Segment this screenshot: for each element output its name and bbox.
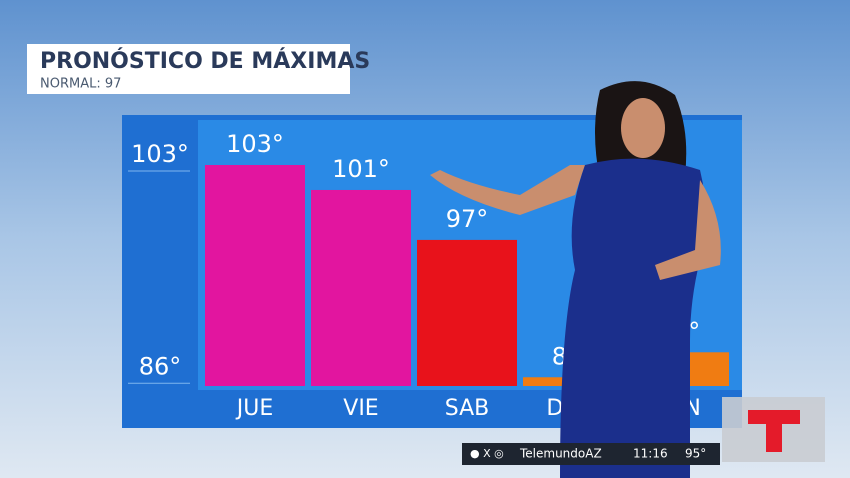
subtitle: NORMAL: 97 [40,77,121,92]
value-label: 101° [332,155,390,183]
x-tick-label: SAB [445,396,490,421]
value-label: 97° [446,205,489,233]
temperature: 95° [685,447,706,461]
bar [417,239,517,386]
y-tick-label: 86° [139,352,182,380]
y-tick-label: 103° [131,140,189,168]
x-tick-label: JUE [235,396,274,421]
title: PRONÓSTICO DE MÁXIMAS [40,48,370,74]
ticker-bar [462,443,720,465]
x-tick-label: VIE [343,396,378,421]
value-label: 103° [226,130,284,158]
social-icons: ● X ◎ [470,447,504,460]
handle: TelemundoAZ [519,447,602,461]
time: 11:16 [633,447,668,461]
logo [748,410,800,452]
title-box [27,44,350,94]
bar [311,189,411,386]
bar [205,165,305,386]
presenter [430,81,721,478]
